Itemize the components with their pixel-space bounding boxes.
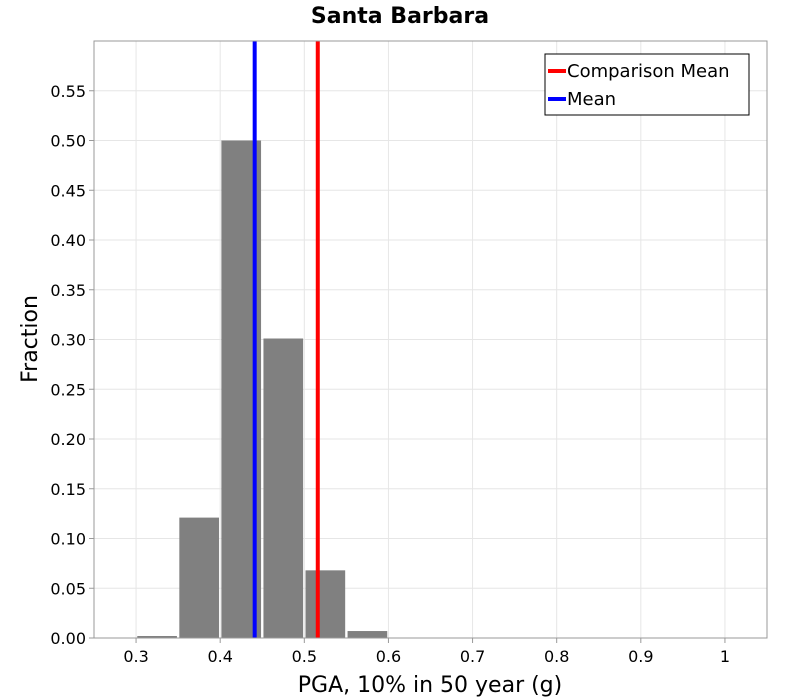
histogram-bar	[263, 338, 304, 638]
x-tick-label: 0.5	[292, 647, 317, 666]
legend-label: Mean	[567, 89, 616, 110]
x-tick-label: 0.9	[628, 647, 653, 666]
chart-title: Santa Barbara	[311, 4, 489, 29]
histogram-bar	[137, 636, 177, 638]
y-tick-label: 0.50	[50, 132, 86, 151]
y-tick-label: 0.15	[50, 480, 86, 499]
histogram-bar	[305, 570, 346, 638]
x-tick-label: 0.6	[376, 647, 401, 666]
y-tick-label: 0.00	[50, 629, 86, 648]
legend-box	[544, 53, 750, 116]
x-tick-label: 0.4	[207, 647, 232, 666]
y-tick-label: 0.35	[50, 281, 86, 300]
histogram-bar	[347, 631, 388, 638]
y-tick-label: 0.45	[50, 181, 86, 200]
x-ticks: 0.3 0.4 0.5 0.6 0.7 0.8 0.9 1	[123, 638, 730, 666]
mean-lines	[252, 41, 320, 638]
histogram-bar	[179, 517, 219, 638]
y-tick-label: 0.25	[50, 380, 86, 399]
x-tick-label: 0.3	[123, 647, 148, 666]
x-tick-label: 1	[720, 647, 730, 666]
y-tick-label: 0.30	[50, 331, 86, 350]
y-tick-label: 0.20	[50, 430, 86, 449]
x-tick-label: 0.8	[544, 647, 569, 666]
x-tick-label: 0.7	[460, 647, 485, 666]
y-ticks: 0.00 0.05 0.10 0.15 0.20 0.25 0.30 0.35 0.40 0.45…	[50, 82, 94, 648]
legend: Comparison Mean Mean	[544, 53, 750, 116]
y-tick-label: 0.10	[50, 530, 86, 549]
y-tick-label: 0.40	[50, 231, 86, 250]
y-tick-label: 0.05	[50, 579, 86, 598]
legend-label: Comparison Mean	[567, 61, 730, 82]
y-tick-label: 0.55	[50, 82, 86, 101]
y-axis-label: Fraction	[18, 295, 43, 383]
x-axis-label: PGA, 10% in 50 year (g)	[298, 673, 562, 698]
